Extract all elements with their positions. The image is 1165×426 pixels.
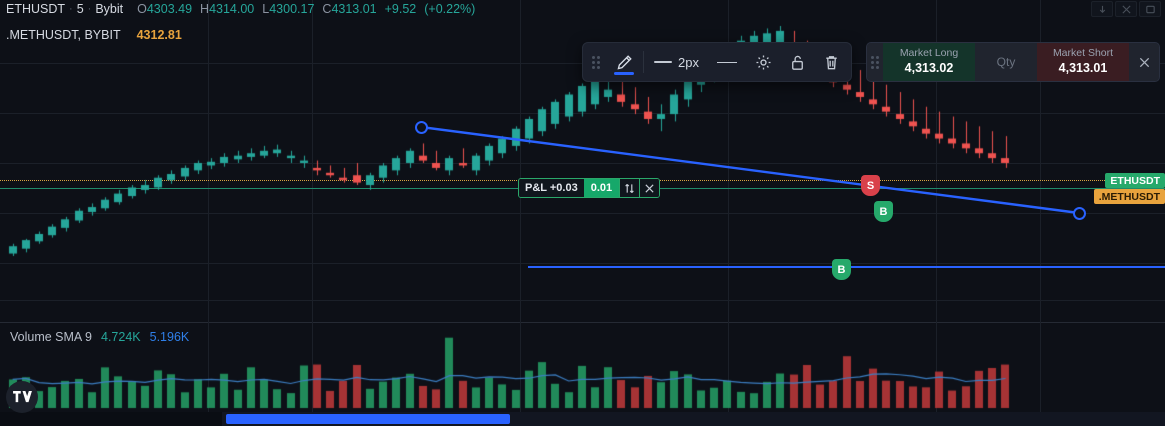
market-short-button[interactable]: Market Short 4,313.01 (1037, 43, 1129, 81)
volume-sma-value: 5.196K (149, 330, 190, 344)
ohlc-open-key: O (137, 2, 147, 16)
line-width-label: 2px (678, 54, 699, 70)
reverse-position-icon[interactable] (619, 179, 640, 197)
market-long-button[interactable]: Market Long 4,313.02 (883, 43, 975, 81)
market-long-label: Market Long (899, 47, 959, 60)
active-color-swatch[interactable] (614, 72, 634, 75)
chart-legend: ETHUSDT · 5 · Bybit O4303.49 H4314.00 L4… (6, 2, 475, 43)
line-width-preview (654, 61, 672, 63)
volume-legend[interactable]: Volume SMA 9 4.724K 5.196K (10, 330, 189, 344)
maximize-icon[interactable] (1139, 1, 1161, 17)
line-width-button[interactable]: 2px (646, 45, 707, 79)
collapse-icon[interactable] (1115, 1, 1137, 17)
trendline-anchor-right[interactable] (1072, 206, 1086, 220)
volume-indicator-name: Volume SMA 9 (10, 330, 92, 344)
settings-gear-icon[interactable] (747, 45, 781, 79)
quantity-input[interactable]: Qty (975, 43, 1037, 81)
scrollbar-thumb[interactable] (226, 414, 510, 424)
sell-marker[interactable]: S (861, 175, 880, 196)
minimize-icon[interactable] (1091, 1, 1113, 17)
toolbar-drag-handle[interactable] (588, 49, 604, 75)
line-style-preview (716, 61, 737, 63)
legend-symbol-row[interactable]: ETHUSDT · 5 · Bybit O4303.49 H4314.00 L4… (6, 2, 475, 18)
line-style-icon[interactable] (707, 45, 747, 79)
drawing-toolbar[interactable]: 2px (582, 42, 852, 82)
position-pnl-badge[interactable]: P&L +0.03 0.01 (518, 178, 661, 198)
price-tag-ethusdt[interactable]: ETHUSDT (1105, 173, 1165, 188)
close-panel-icon[interactable] (1129, 43, 1159, 81)
tradingview-logo-icon (6, 381, 38, 413)
volume-value: 4.724K (101, 330, 141, 344)
legend-sep-1: · (69, 2, 73, 15)
legend-secondary-name: .METHUSDT, BYBIT (6, 27, 121, 42)
legend-exchange: Bybit (95, 2, 124, 16)
ohlc-high: 4314.00 (209, 2, 255, 16)
ohlc-high-key: H (200, 2, 210, 16)
pane-separator (0, 322, 1165, 323)
close-position-icon[interactable] (639, 179, 660, 197)
market-short-label: Market Short (1052, 47, 1114, 60)
window-controls[interactable] (1091, 1, 1161, 17)
brush-tool-icon[interactable] (607, 45, 641, 79)
market-long-price: 4,313.02 (904, 61, 954, 76)
ohlc-close: 4313.01 (331, 2, 377, 16)
trading-panel[interactable]: Market Long 4,313.02 Qty Market Short 4,… (866, 42, 1160, 82)
trash-icon[interactable] (815, 45, 849, 79)
position-qty[interactable]: 0.01 (583, 179, 620, 197)
price-tag-methusdt[interactable]: .METHUSDT (1093, 189, 1165, 204)
trade-panel-drag-handle[interactable] (867, 43, 883, 81)
legend-ohlc: O4303.49 H4314.00 L4300.17 C4313.01 +9.5… (137, 2, 475, 18)
legend-secondary-row[interactable]: .METHUSDT, BYBIT 4312.81 (6, 28, 475, 44)
ohlc-low-key: L (262, 2, 270, 16)
ohlc-open: 4303.49 (146, 2, 193, 16)
scrollbar-track-left (0, 412, 222, 426)
buy-marker[interactable]: B (874, 201, 893, 222)
unlock-icon[interactable] (781, 45, 815, 79)
buy-marker[interactable]: B (832, 259, 851, 280)
ohlc-change: +9.52 (384, 2, 417, 16)
market-short-price: 4,313.01 (1058, 61, 1108, 76)
horizontal-scrollbar[interactable] (0, 412, 1165, 426)
ohlc-close-key: C (322, 2, 332, 16)
legend-sep-2: · (87, 2, 92, 15)
toolbar-divider-1 (643, 51, 644, 73)
trendline-anchor-left[interactable] (414, 120, 428, 134)
pnl-value: P&L +0.03 (519, 179, 584, 197)
quantity-placeholder: Qty (996, 54, 1016, 69)
legend-secondary-value: 4312.81 (136, 27, 182, 42)
legend-interval: 5 (76, 2, 84, 16)
ohlc-change-percent: (+0.22%) (424, 2, 476, 16)
volume-series (0, 324, 1165, 412)
ohlc-low: 4300.17 (269, 2, 315, 16)
legend-symbol: ETHUSDT (6, 2, 66, 16)
